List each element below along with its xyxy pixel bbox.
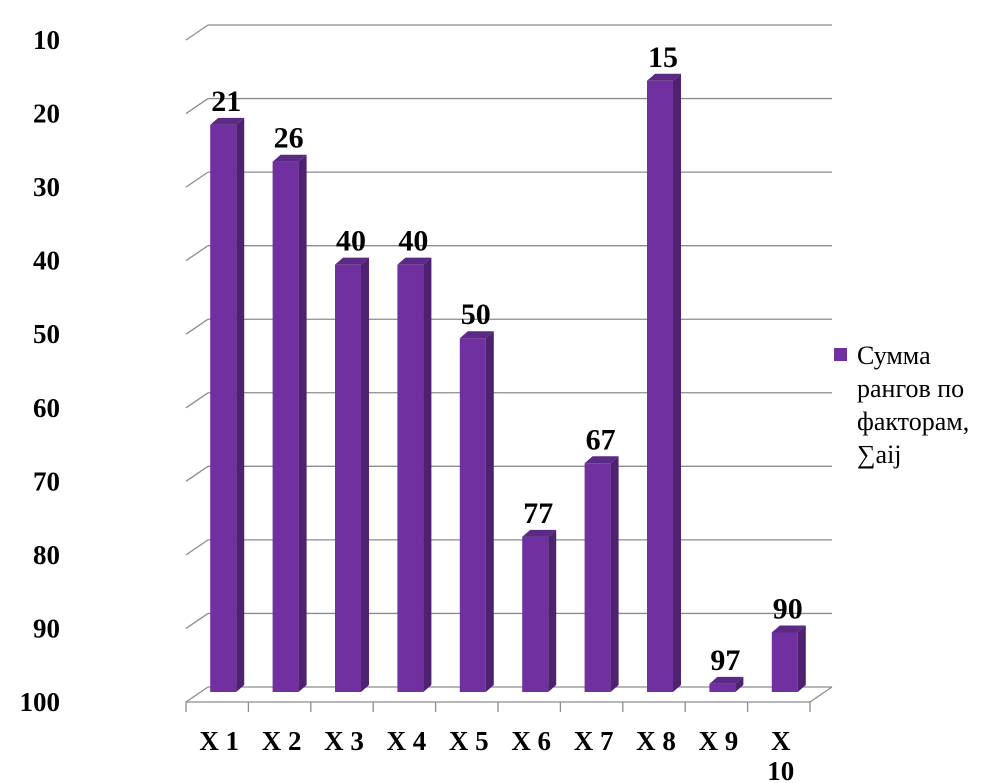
gridline-slant — [185, 171, 209, 188]
bar-front — [522, 536, 549, 692]
bar-side — [548, 529, 557, 692]
bar-side — [361, 257, 369, 692]
legend: Сумма рангов по факторам, ∑aij — [834, 341, 969, 469]
bar-side — [423, 257, 432, 692]
data-label: 77 — [523, 497, 553, 530]
x-tick-label: X 5 — [449, 726, 489, 756]
bar-side — [735, 676, 744, 692]
bar — [709, 676, 744, 692]
bar-front — [272, 161, 299, 692]
bar-front — [584, 463, 611, 692]
legend-swatch — [834, 348, 847, 361]
y-tick-label: 20 — [33, 99, 60, 129]
bar-side — [797, 625, 806, 692]
data-labels: 21 26 40 40 50 77 67 15 97 90 — [211, 41, 803, 677]
gridline-slant — [185, 539, 209, 556]
bar-front — [335, 264, 361, 692]
y-tick-label: 90 — [33, 613, 60, 643]
data-label: 40 — [336, 225, 366, 258]
y-tick-label: 100 — [20, 687, 61, 717]
gridline-slant — [185, 392, 209, 409]
y-tick-label: 70 — [33, 466, 60, 496]
data-label: 67 — [586, 423, 616, 456]
x-tick-label: X 3 — [324, 726, 364, 756]
x-tick-label: X — [771, 726, 791, 756]
y-tick-label: 80 — [33, 540, 60, 570]
bar — [459, 331, 494, 692]
x-axis-slant — [809, 686, 833, 703]
gridline-slant — [185, 24, 209, 41]
bar-side — [673, 73, 681, 693]
bar-top — [272, 154, 307, 162]
bar-top — [584, 456, 619, 464]
bar-front — [771, 632, 798, 692]
bar — [771, 625, 806, 692]
bar-front — [210, 124, 237, 692]
data-label: 15 — [648, 41, 678, 74]
data-label: 50 — [461, 298, 491, 331]
bar-front — [397, 264, 424, 692]
gridline-slant — [185, 245, 209, 262]
y-tick-label: 10 — [33, 25, 60, 55]
bar-top — [647, 73, 681, 81]
bar-top — [771, 625, 806, 633]
y-tick-label: 50 — [33, 319, 60, 349]
x-tick-label: X 2 — [262, 726, 302, 756]
bar-side — [485, 331, 494, 692]
x-tick-label: X 9 — [699, 726, 739, 756]
gridline-slant — [185, 686, 209, 703]
legend-label: факторам, — [857, 407, 969, 436]
bar — [522, 529, 557, 692]
legend-label: рангов по — [857, 374, 964, 403]
bar — [210, 117, 245, 692]
x-tick-label: X 6 — [511, 726, 551, 756]
bar-series — [210, 73, 806, 693]
bar-front — [647, 80, 673, 693]
gridline-slant — [185, 318, 209, 335]
bar — [272, 154, 307, 692]
data-label: 40 — [398, 225, 428, 258]
x-axis: X 1 X 2 X 3 X 4 X 5 X 6 X 7 X 8 X 9 X10 — [185, 686, 833, 783]
x-tick-label: X 1 — [199, 726, 239, 756]
data-label: 26 — [274, 122, 304, 155]
bar — [647, 73, 681, 693]
bar-top — [210, 117, 245, 125]
x-tick-label: X 4 — [387, 726, 427, 756]
y-tick-label: 60 — [33, 393, 60, 423]
bar-top — [709, 676, 744, 684]
gridline-slant — [185, 98, 209, 115]
legend-label: Сумма — [857, 341, 931, 370]
bar — [397, 257, 432, 692]
bar-top — [397, 257, 432, 265]
y-tick-label: 30 — [33, 172, 60, 202]
gridline-slant — [185, 612, 209, 629]
bar-side — [298, 154, 307, 692]
bar-side — [236, 117, 245, 692]
x-tick-label: 10 — [767, 756, 794, 783]
y-axis: 10 20 30 40 50 60 70 80 90 100 — [20, 25, 61, 717]
bar-top — [459, 331, 494, 339]
data-label: 21 — [211, 85, 241, 118]
bar-front — [459, 338, 486, 692]
legend-label: ∑aij — [857, 440, 902, 469]
gridline-slant — [185, 465, 209, 482]
bar-top — [335, 257, 369, 265]
bar-side — [610, 456, 619, 692]
bar-top — [522, 529, 557, 537]
x-tick-label: X 7 — [574, 726, 614, 756]
bar — [335, 257, 369, 692]
bar-front — [709, 683, 736, 692]
gridlines — [185, 24, 832, 703]
data-label: 97 — [710, 644, 740, 677]
bar — [584, 456, 619, 692]
x-tick-label: X 8 — [636, 726, 676, 756]
y-tick-label: 40 — [33, 246, 60, 276]
data-label: 90 — [773, 592, 803, 625]
